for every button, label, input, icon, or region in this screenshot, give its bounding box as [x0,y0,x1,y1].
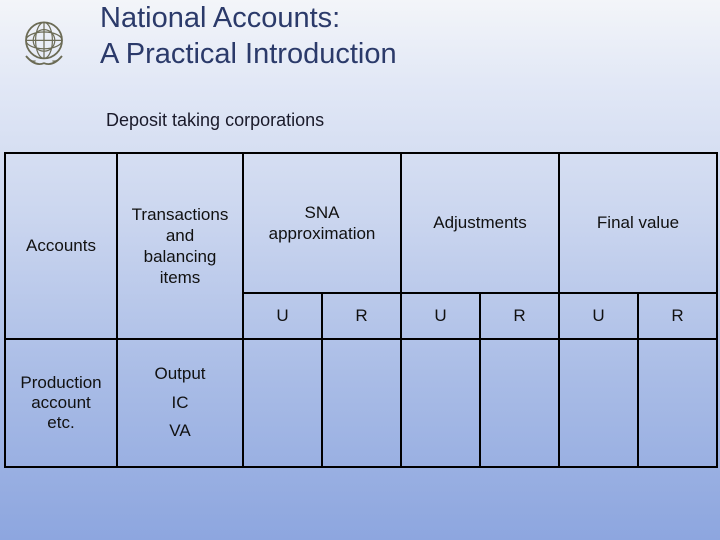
page-subtitle: Deposit taking corporations [106,110,324,131]
accounts-table: Accounts Transactionsandbalancingitems S… [4,152,718,468]
table-header-row: Accounts Transactionsandbalancingitems S… [5,153,717,293]
col-header-transactions-text: Transactionsandbalancingitems [132,205,229,288]
row-account: Productionaccountetc. [5,339,117,467]
ur-sna-u: U [243,293,322,339]
row-sna-u [243,339,322,467]
col-header-adjustments: Adjustments [401,153,559,293]
col-header-transactions: Transactionsandbalancingitems [117,153,243,339]
col-header-accounts: Accounts [5,153,117,339]
col-header-final: Final value [559,153,717,293]
row-item-2: VA [169,421,190,440]
row-final-r [638,339,717,467]
row-item-1: IC [172,393,189,412]
row-items: Output IC VA [117,339,243,467]
ur-adj-r: R [480,293,559,339]
row-account-text: Productionaccountetc. [20,373,101,432]
row-adj-r [480,339,559,467]
title-line-2: A Practical Introduction [100,38,397,70]
table-row: Productionaccountetc. Output IC VA [5,339,717,467]
row-sna-r [322,339,401,467]
row-item-0: Output [154,364,205,383]
ur-adj-u: U [401,293,480,339]
col-header-sna-text: SNAapproximation [269,203,376,243]
accounts-table-wrap: Accounts Transactionsandbalancingitems S… [4,152,716,468]
title-line-1: National Accounts: [100,2,340,34]
page-title: National Accounts: A Practical Introduct… [100,0,397,73]
ur-final-u: U [559,293,638,339]
col-header-sna: SNAapproximation [243,153,401,293]
row-final-u [559,339,638,467]
ur-final-r: R [638,293,717,339]
un-logo [14,14,74,74]
row-adj-u [401,339,480,467]
ur-sna-r: R [322,293,401,339]
